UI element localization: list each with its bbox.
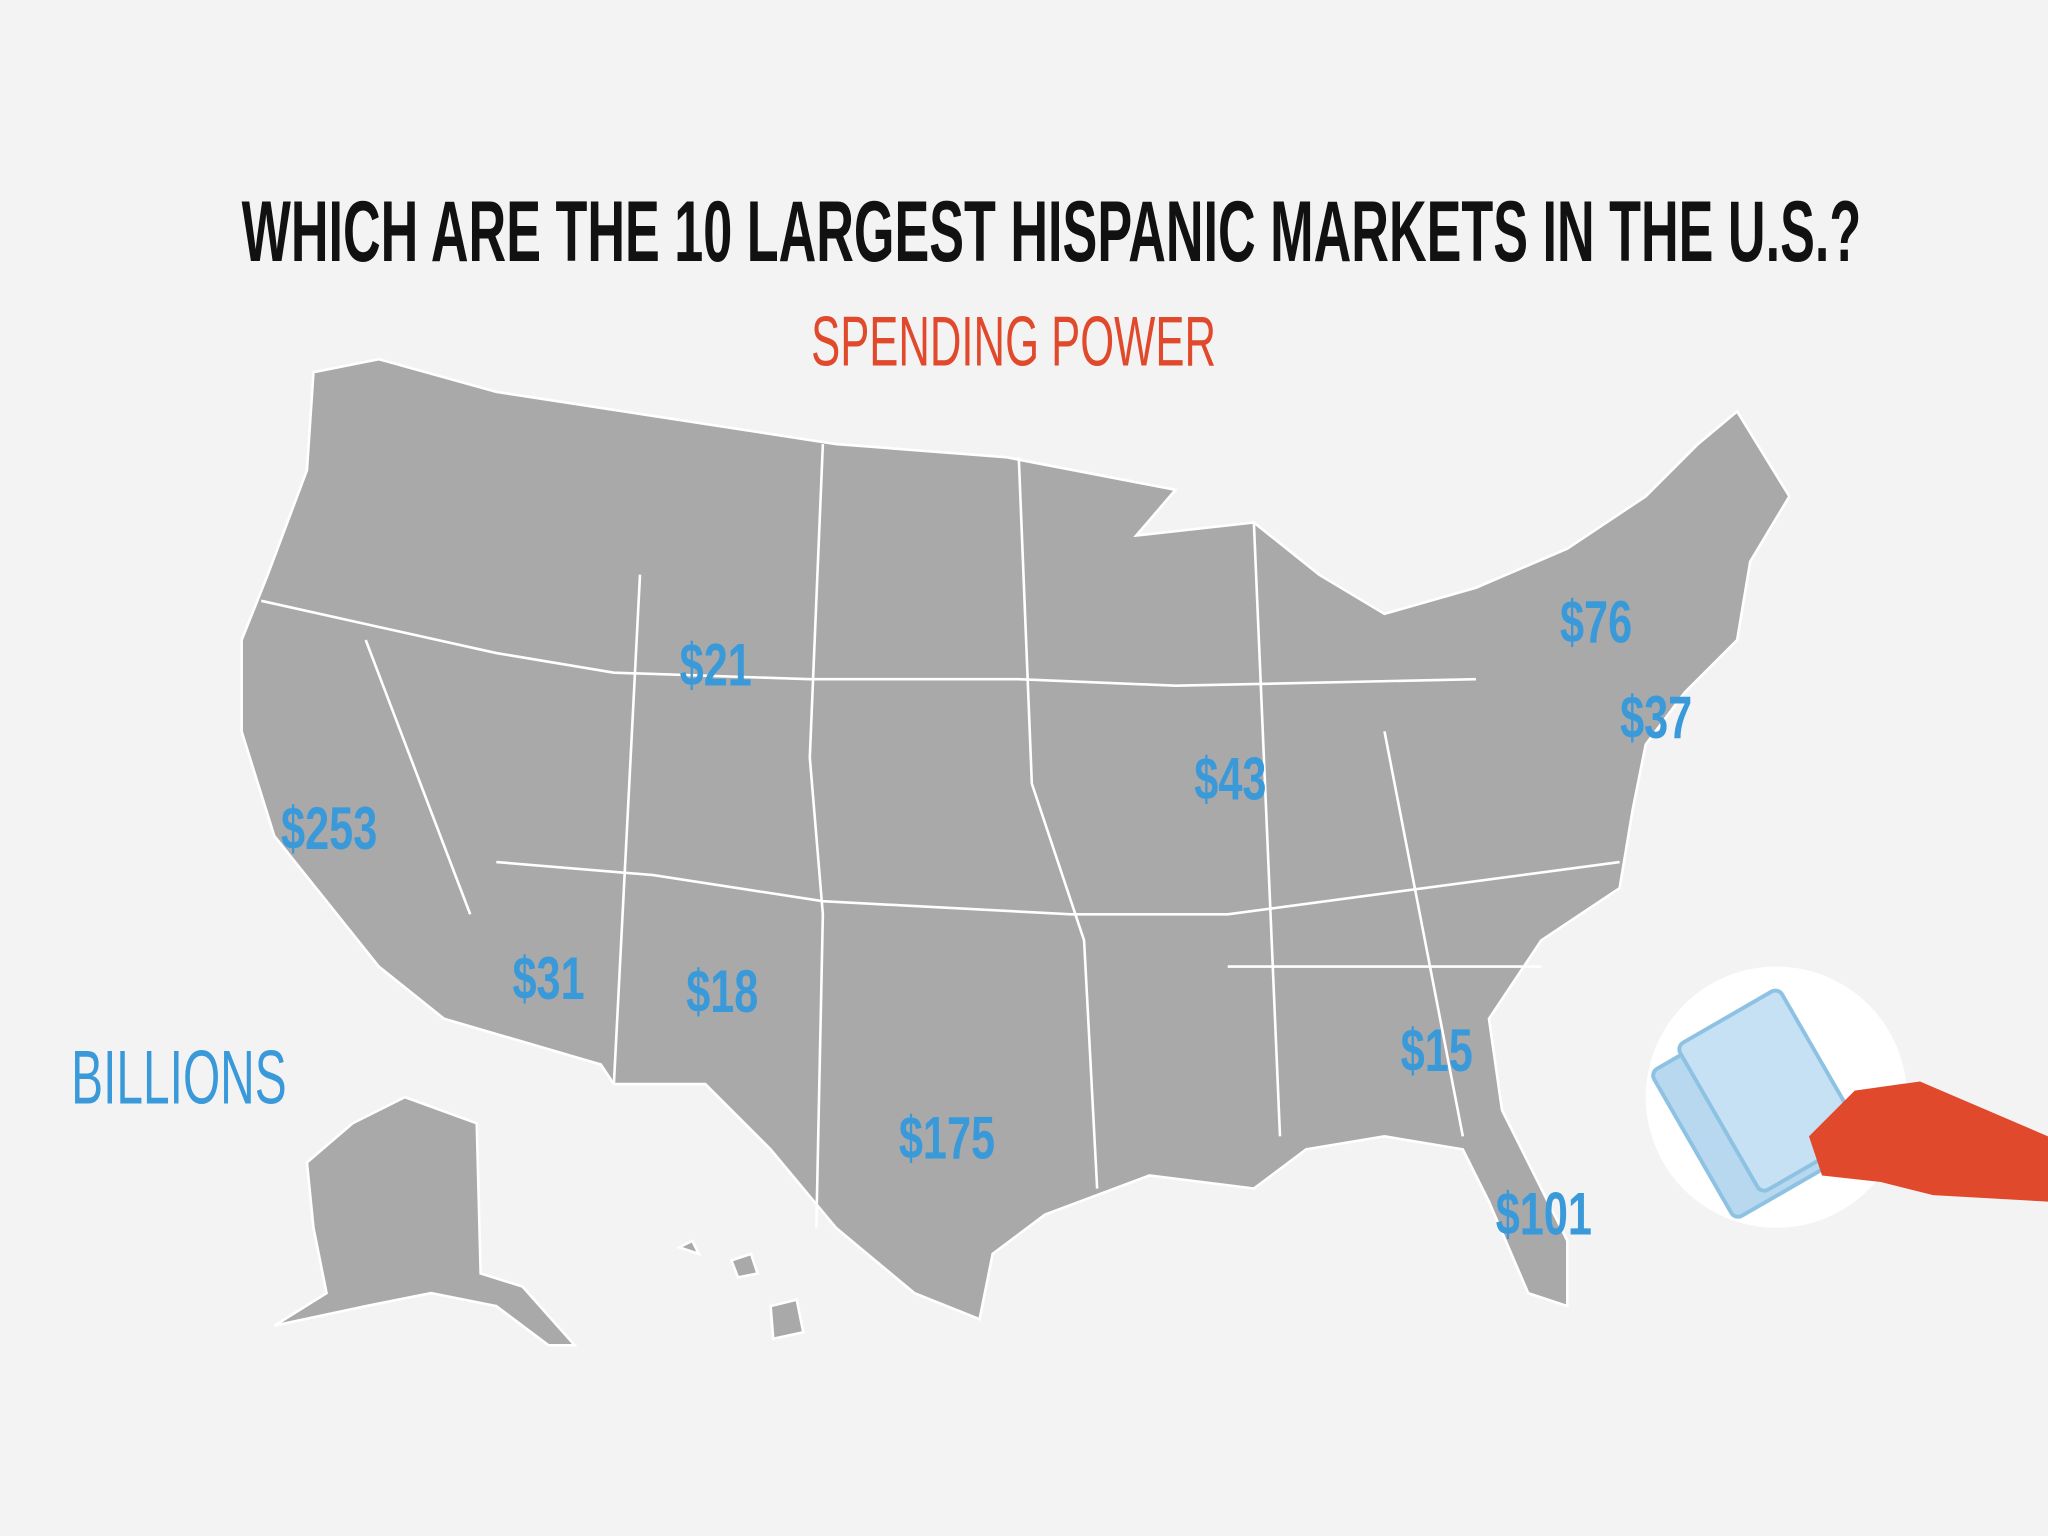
market-label: $37 — [1620, 685, 1692, 752]
alaska — [273, 1095, 578, 1347]
market-label: $15 — [1401, 1018, 1473, 1085]
hawaii — [675, 1239, 805, 1341]
market-labels: $21 $76 $37 $43 $253 $31 $18 $15 $175 $101 — [281, 590, 1692, 1248]
money-icon — [1645, 966, 2048, 1228]
market-label: $76 — [1560, 590, 1632, 657]
unit-label: BILLIONS — [71, 1036, 287, 1121]
market-label: $18 — [686, 959, 758, 1026]
contiguous-us — [240, 357, 1791, 1321]
us-map — [240, 357, 1791, 1347]
market-label: $21 — [680, 633, 752, 700]
subtitle: SPENDING POWER — [811, 302, 1216, 381]
market-label: $175 — [899, 1106, 995, 1173]
hand — [1808, 1081, 2048, 1202]
state-lines — [260, 444, 1620, 1228]
market-label: $253 — [281, 796, 377, 863]
market-label: $43 — [1194, 747, 1266, 814]
title: WHICH ARE THE 10 LARGEST HISPANIC MARKET… — [242, 184, 1862, 280]
market-label: $31 — [512, 946, 584, 1013]
market-label: $101 — [1496, 1181, 1592, 1248]
